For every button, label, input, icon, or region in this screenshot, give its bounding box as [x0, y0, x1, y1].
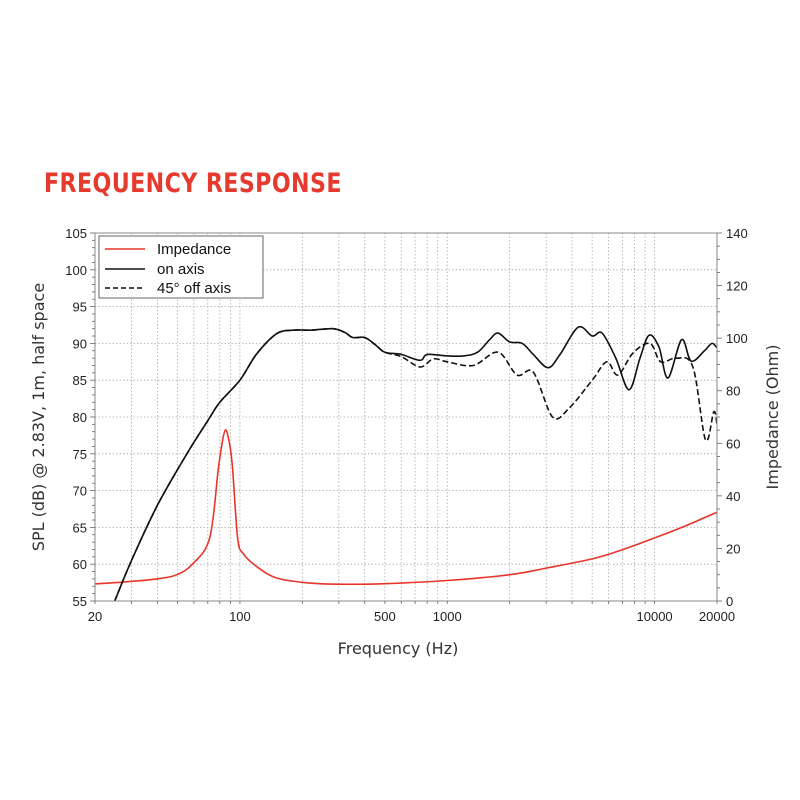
x-tick-label: 1000 — [433, 609, 462, 624]
y-tick-label: 95 — [73, 300, 87, 315]
x-axis-label: Frequency (Hz) — [338, 639, 459, 658]
y-tick-label: 60 — [73, 557, 87, 572]
grid — [95, 233, 717, 601]
y-tick-label: 75 — [73, 447, 87, 462]
legend-box — [98, 235, 264, 299]
y2-tick-label: 80 — [726, 384, 740, 399]
curves — [95, 325, 717, 601]
y-tick-label: 55 — [73, 594, 87, 609]
legend-label-off-axis: 45° off axis — [157, 280, 231, 297]
series-line-on-axis — [113, 325, 717, 601]
y2-tick-label: 20 — [726, 541, 740, 556]
y-tick-label: 80 — [73, 410, 87, 425]
y-tick-label: 65 — [73, 520, 87, 535]
y2-tick-label: 0 — [726, 594, 733, 609]
series-line-impedance — [95, 429, 717, 586]
y2-tick-label: 140 — [726, 226, 748, 241]
y-axis-label: SPL (dB) @ 2.83V, 1m, half space — [29, 283, 48, 551]
legend: Impedance on axis 45° off axis — [98, 235, 264, 299]
x-tick-label: 10000 — [637, 609, 673, 624]
legend-label-on-axis: on axis — [157, 261, 205, 278]
x-tick-label: 100 — [229, 609, 251, 624]
y-tick-label: 105 — [65, 226, 87, 241]
ticks: 55 60 65 70 75 80 85 90 95 100 105 0 20 40 60 80 100 120 1… — [65, 226, 747, 624]
y-tick-label: 70 — [73, 484, 87, 499]
x-tick-label: 500 — [374, 609, 396, 624]
page-title: FREQUENCY RESPONSE — [44, 168, 342, 199]
y2-axis-label: Impedance (Ohm) — [763, 345, 782, 490]
series-line-45-off-axis — [113, 327, 717, 601]
y-tick-label: 85 — [73, 373, 87, 388]
y-tick-label: 100 — [65, 263, 87, 278]
legend-label-impedance: Impedance — [157, 241, 231, 258]
x-tick-label: 20 — [88, 609, 102, 624]
y2-tick-label: 100 — [726, 331, 748, 346]
x-tick-label: 20000 — [699, 609, 735, 624]
y2-tick-label: 120 — [726, 279, 748, 294]
y-tick-label: 90 — [73, 336, 87, 351]
y2-tick-label: 60 — [726, 436, 740, 451]
y2-tick-label: 40 — [726, 489, 740, 504]
